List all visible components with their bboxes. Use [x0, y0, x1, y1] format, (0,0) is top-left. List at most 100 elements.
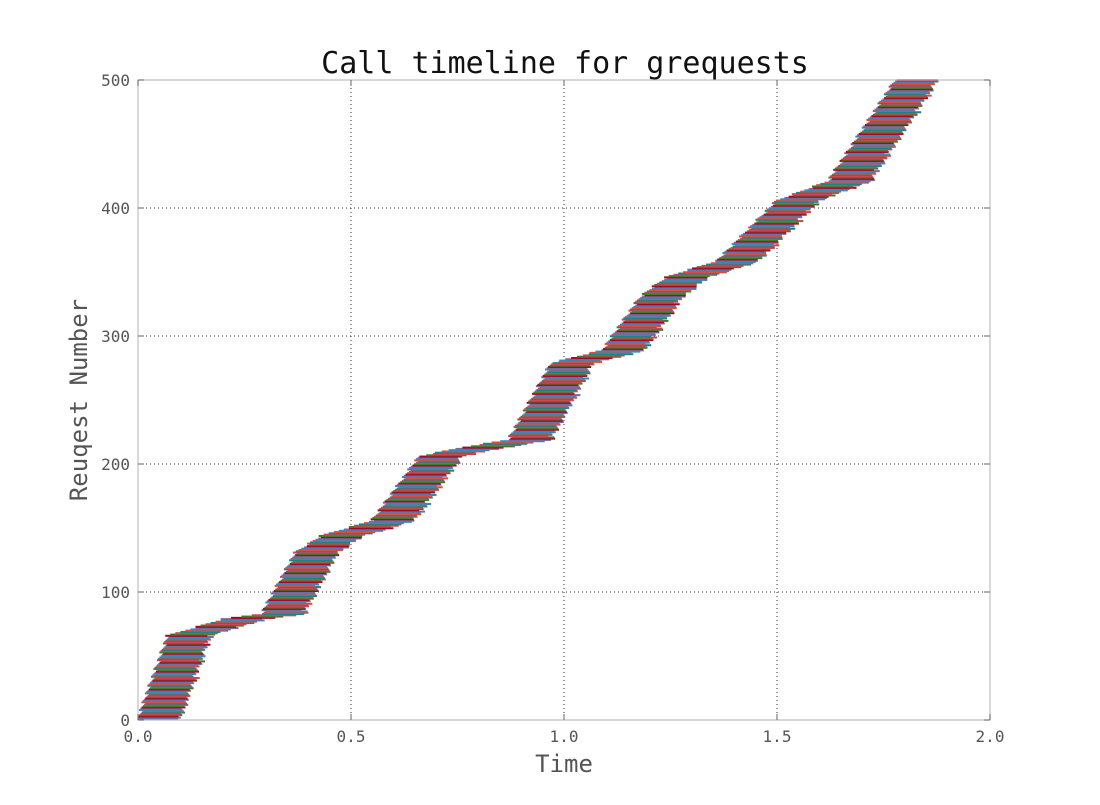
request-bar	[153, 673, 197, 676]
request-bar	[834, 167, 879, 170]
request-bar	[285, 566, 328, 569]
request-bar	[276, 583, 320, 586]
request-bar	[752, 223, 795, 226]
request-bar	[159, 656, 202, 659]
request-bar	[872, 109, 916, 112]
request-bar	[888, 85, 932, 88]
request-bar	[731, 243, 774, 246]
request-bar	[535, 385, 580, 388]
request-bar	[842, 157, 888, 160]
request-bar	[828, 180, 871, 183]
request-bar	[861, 130, 902, 133]
request-bar	[606, 341, 650, 344]
request-bar	[841, 158, 884, 161]
request-bar	[295, 550, 338, 553]
request-bar	[166, 638, 211, 641]
request-bar	[616, 326, 657, 329]
request-bar	[165, 644, 207, 648]
request-bar	[526, 410, 567, 413]
request-bar	[160, 650, 201, 653]
request-bar	[682, 271, 727, 274]
request-bar	[751, 227, 796, 230]
request-bar	[820, 182, 862, 185]
request-bar	[852, 141, 894, 144]
request-bar	[200, 624, 244, 627]
request-bar	[865, 127, 906, 130]
request-bar	[140, 712, 182, 715]
request-bar	[544, 377, 590, 380]
request-bar	[149, 687, 194, 690]
request-bar	[603, 348, 644, 351]
request-bar	[636, 299, 678, 302]
request-bar	[515, 424, 557, 427]
request-bar	[526, 401, 571, 404]
request-bar	[353, 524, 399, 527]
request-bar	[163, 647, 204, 650]
request-bar	[873, 113, 918, 116]
request-bar	[888, 89, 934, 92]
request-bar	[141, 711, 186, 714]
request-bar	[616, 330, 659, 333]
request-bar	[636, 303, 680, 306]
request-bar	[389, 496, 433, 499]
request-bar	[722, 252, 767, 255]
request-bar	[511, 432, 552, 435]
request-bar	[666, 277, 708, 280]
request-bar	[654, 284, 697, 287]
request-bar	[382, 501, 426, 504]
request-bar	[715, 259, 758, 262]
request-bar	[857, 134, 900, 137]
request-bar	[309, 541, 351, 544]
request-bar	[725, 253, 767, 256]
request-bar	[651, 285, 697, 288]
request-bar	[153, 668, 197, 671]
request-bar	[576, 355, 622, 358]
request-bar	[885, 95, 928, 98]
request-bar	[865, 124, 909, 127]
request-bar	[274, 584, 315, 587]
request-bar	[656, 282, 697, 285]
request-bar	[318, 537, 362, 540]
x-tick-label: 1.5	[763, 727, 792, 746]
request-bar	[839, 163, 882, 166]
request-bar	[414, 463, 456, 466]
request-bar	[696, 266, 742, 269]
request-bar	[836, 166, 878, 169]
request-bar	[887, 90, 930, 93]
request-bar	[270, 592, 316, 595]
request-bar	[756, 221, 799, 224]
request-bar	[761, 214, 802, 217]
request-bar	[588, 353, 634, 356]
request-bar	[532, 392, 575, 395]
request-bar	[158, 657, 203, 660]
request-bar	[470, 445, 515, 448]
request-bar	[391, 495, 433, 498]
request-bar	[638, 298, 683, 301]
request-bar	[883, 93, 926, 96]
request-bar	[836, 170, 880, 173]
request-bar	[146, 691, 187, 694]
request-bar	[261, 609, 302, 612]
request-bar	[509, 433, 553, 436]
request-bar	[539, 386, 581, 389]
request-bar	[190, 628, 231, 631]
request-bar	[717, 258, 758, 261]
request-bar	[312, 540, 356, 543]
request-bar	[552, 362, 594, 365]
request-bar	[759, 216, 803, 219]
request-bar	[516, 423, 561, 426]
request-bar	[517, 418, 562, 421]
request-bar	[749, 228, 791, 232]
request-bar	[860, 131, 903, 134]
request-bar	[175, 632, 218, 635]
request-bar	[609, 339, 654, 342]
x-axis-label: Time	[535, 750, 593, 778]
request-bar	[743, 232, 787, 235]
request-bar	[400, 481, 446, 484]
request-bar	[792, 194, 836, 197]
request-bar	[687, 269, 730, 272]
request-bar	[893, 81, 935, 84]
request-bar	[543, 378, 585, 381]
request-bar	[151, 685, 193, 688]
